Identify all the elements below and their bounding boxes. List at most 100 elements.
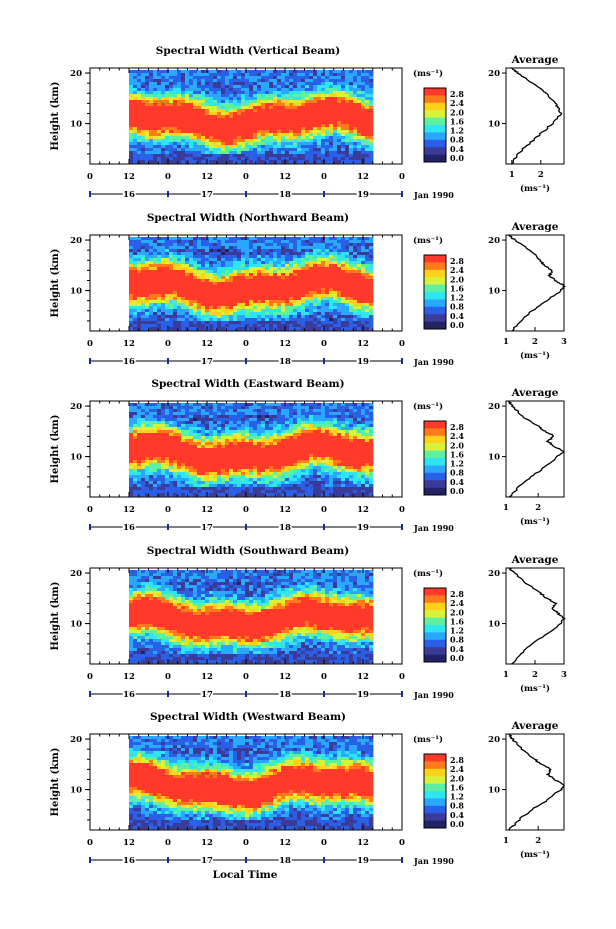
heatmap-cell — [217, 142, 222, 146]
heatmap-cell — [341, 100, 346, 104]
heatmap-cell — [341, 127, 346, 131]
heatmap-cell — [193, 258, 198, 262]
heatmap-cell — [153, 249, 158, 253]
heatmap-cell — [157, 73, 162, 77]
heatmap-cell — [305, 324, 310, 328]
heatmap-cell — [305, 270, 310, 274]
heatmap-cell — [237, 276, 242, 280]
heatmap-cell — [321, 76, 326, 80]
colorbar-swatch — [424, 314, 446, 322]
heatmap-cell — [285, 124, 290, 128]
heatmap-cell — [165, 306, 170, 310]
heatmap-cell — [157, 484, 162, 488]
heatmap-cell — [229, 451, 234, 455]
heatmap-cell — [185, 487, 190, 491]
heatmap-cell — [177, 124, 182, 128]
heatmap-cell — [261, 237, 266, 241]
heatmap-cell — [165, 252, 170, 256]
heatmap-cell — [233, 157, 238, 161]
heatmap-cell — [293, 76, 298, 80]
heatmap-cell — [353, 291, 358, 295]
heatmap-cell — [257, 327, 262, 331]
heatmap-cell — [281, 282, 286, 286]
heatmap-cell — [301, 243, 306, 247]
heatmap-cell — [177, 139, 182, 143]
heatmap-cell — [365, 82, 370, 86]
heatmap-cell — [237, 285, 242, 289]
day-tick-label: 18 — [279, 357, 291, 367]
heatmap-cell — [365, 88, 370, 92]
heatmap-cell — [173, 109, 178, 113]
heatmap-cell — [185, 237, 190, 241]
heatmap-cell — [357, 327, 362, 331]
heatmap-cell — [133, 243, 138, 247]
heatmap-cell — [317, 309, 322, 313]
heatmap-cell — [229, 109, 234, 113]
heatmap-cell — [249, 106, 254, 110]
heatmap-cell — [333, 240, 338, 244]
heatmap-cell — [277, 318, 282, 322]
heatmap-cell — [205, 85, 210, 89]
heatmap-cell — [201, 85, 206, 89]
heatmap-cell — [185, 421, 190, 425]
heatmap-cell — [185, 76, 190, 80]
heatmap-cell — [225, 315, 230, 319]
heatmap-cell — [249, 76, 254, 80]
heatmap-cell — [141, 97, 146, 101]
heatmap-cell — [233, 327, 238, 331]
heatmap-cell — [265, 148, 270, 152]
heatmap-cell — [277, 252, 282, 256]
heatmap-cell — [361, 240, 366, 244]
heatmap-cell — [265, 97, 270, 101]
heatmap-cell — [325, 100, 330, 104]
heatmap-cell — [369, 118, 374, 122]
heatmap-cell — [313, 154, 318, 158]
heatmap-cell — [325, 76, 330, 80]
heatmap-cell — [309, 270, 314, 274]
heatmap-cell — [197, 466, 202, 470]
heatmap-cell — [245, 267, 250, 271]
heatmap-cell — [141, 88, 146, 92]
heatmap-cell — [341, 246, 346, 250]
heatmap-cell — [165, 409, 170, 413]
heatmap-cell — [197, 157, 202, 161]
heatmap-cell — [313, 285, 318, 289]
heatmap-cell — [145, 300, 150, 304]
heatmap-cell — [197, 115, 202, 119]
colorbar-tick-label: 0.8 — [450, 135, 464, 145]
heatmap-cell — [257, 91, 262, 95]
heatmap-cell — [245, 430, 250, 434]
heatmap-cell — [365, 109, 370, 113]
heatmap-cell — [281, 258, 286, 262]
heatmap-cell — [141, 100, 146, 104]
heatmap-cell — [177, 100, 182, 104]
heatmap-cell — [197, 478, 202, 482]
heatmap-cell — [293, 264, 298, 268]
heatmap-cell — [249, 79, 254, 83]
heatmap-cell — [353, 312, 358, 316]
heatmap-cell — [241, 478, 246, 482]
heatmap-cell — [213, 436, 218, 440]
heatmap-cell — [349, 294, 354, 298]
heatmap-cell — [365, 279, 370, 283]
heatmap-cell — [241, 115, 246, 119]
heatmap-cell — [309, 79, 314, 83]
heatmap-cell — [209, 412, 214, 416]
heatmap-cell — [189, 321, 194, 325]
heatmap-cell — [149, 103, 154, 107]
heatmap-cell — [249, 406, 254, 410]
heatmap-cell — [165, 124, 170, 128]
heatmap-cell — [237, 142, 242, 146]
heatmap-cell — [189, 282, 194, 286]
heatmap-cell — [161, 240, 166, 244]
heatmap-cell — [161, 472, 166, 476]
heatmap-cell — [289, 124, 294, 128]
heatmap-cell — [209, 403, 214, 407]
heatmap-cell — [145, 94, 150, 98]
heatmap-cell — [205, 252, 210, 256]
heatmap-cell — [317, 97, 322, 101]
heatmap-cell — [217, 94, 222, 98]
heatmap-cell — [233, 282, 238, 286]
heatmap-cell — [345, 288, 350, 292]
heatmap-cell — [161, 127, 166, 131]
